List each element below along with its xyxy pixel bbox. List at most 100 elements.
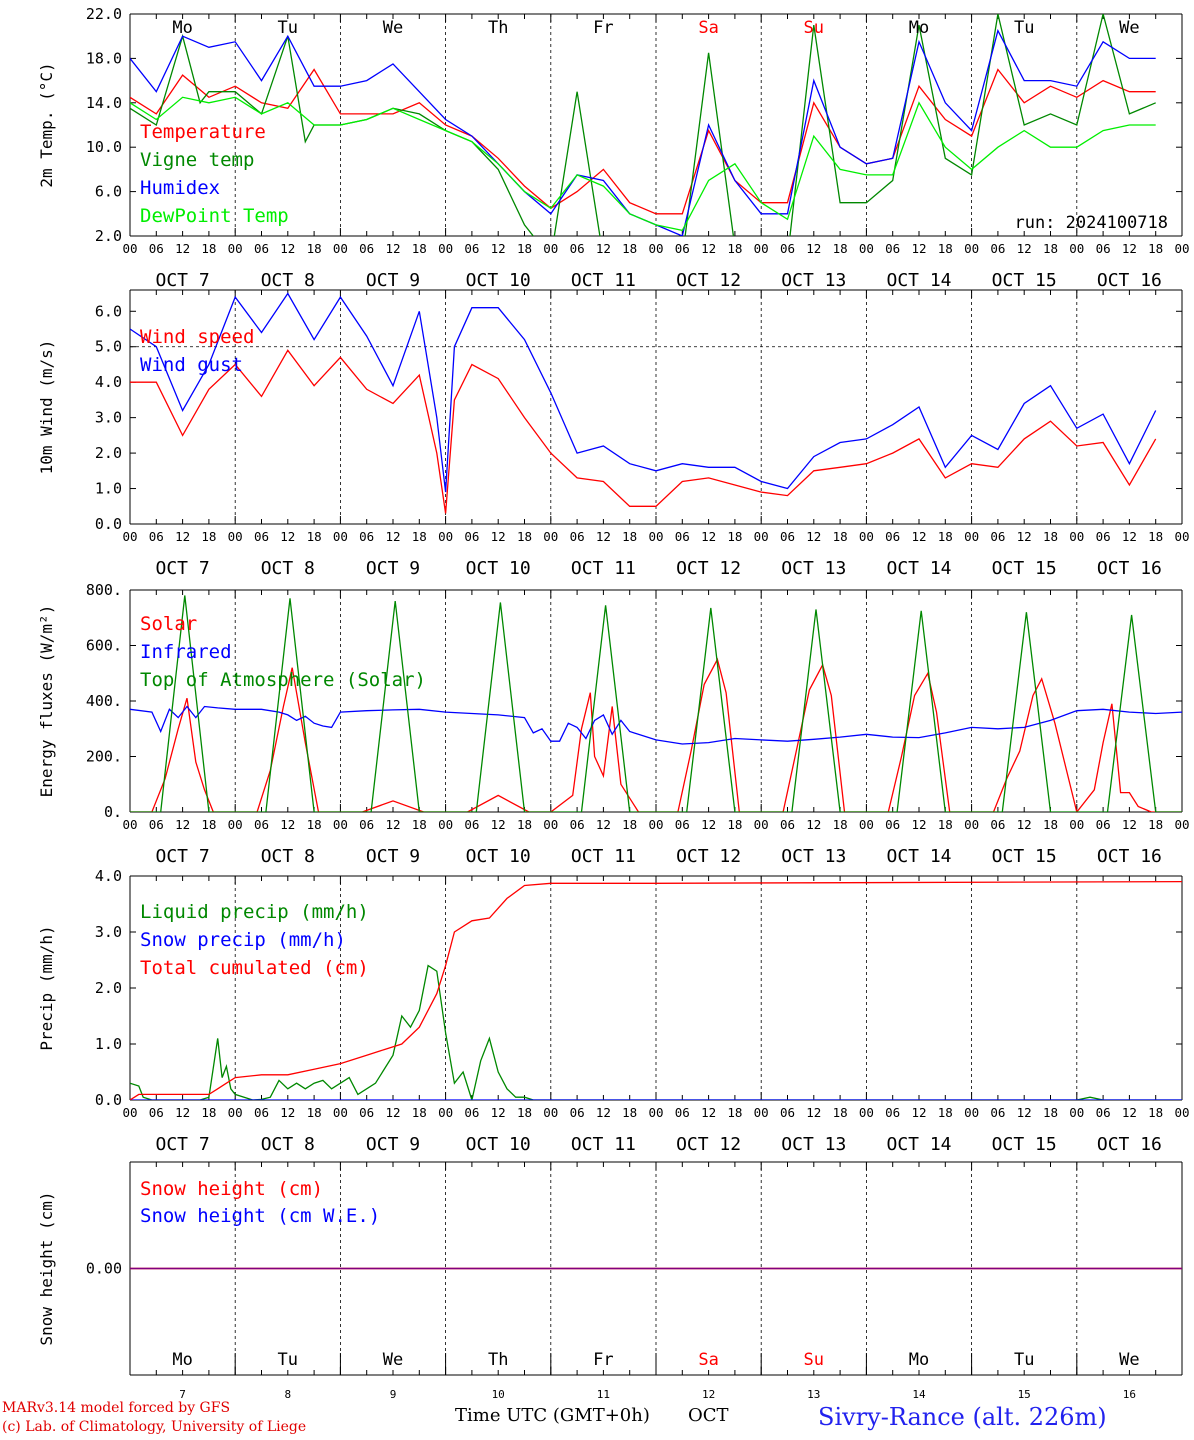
hour-label: 12: [1017, 241, 1032, 256]
y-tick-label: 4.0: [95, 867, 122, 885]
hour-label: 18: [938, 241, 953, 256]
series-line-vigne-temp: [130, 14, 1156, 236]
y-tick-label: 22.0: [86, 5, 122, 23]
legend-entry: Solar: [140, 613, 197, 635]
x-axis-month: OCT: [688, 1405, 729, 1426]
hour-label: 00: [122, 529, 137, 544]
hour-label: 12: [1122, 241, 1137, 256]
hour-label: 12: [806, 1105, 821, 1120]
date-label: OCT 9: [366, 270, 420, 291]
hour-label: 12: [175, 241, 190, 256]
day-number-label: 14: [912, 1388, 926, 1401]
hour-label: 18: [1043, 1105, 1058, 1120]
y-tick-label: 0.0: [95, 1091, 122, 1109]
hour-label: 00: [964, 817, 979, 832]
hour-label: 18: [307, 1105, 322, 1120]
y-tick-label: 600.: [86, 637, 122, 655]
series-line-total-cumulated-cm-: [130, 880, 1182, 1100]
hour-label: 06: [464, 529, 479, 544]
hour-label: 00: [333, 241, 348, 256]
hour-label: 06: [990, 529, 1005, 544]
hour-label: 12: [596, 1105, 611, 1120]
date-label: OCT 7: [156, 846, 210, 867]
date-label: OCT 12: [676, 270, 741, 291]
hour-label: 12: [1017, 817, 1032, 832]
hour-label: 00: [122, 1105, 137, 1120]
hour-label: 18: [1148, 817, 1163, 832]
hour-label: 12: [806, 817, 821, 832]
series-group: [130, 292, 1157, 514]
hour-label: 12: [491, 241, 506, 256]
hour-label: 00: [438, 817, 453, 832]
day-label: Mo: [909, 18, 929, 38]
y-tick-label: 14.0: [86, 94, 122, 112]
footer-model: MARv3.14 model forced by GFS: [2, 1400, 231, 1416]
hour-label: 00: [1174, 817, 1189, 832]
hour-label: 06: [570, 529, 585, 544]
hour-label: 18: [1043, 817, 1058, 832]
hour-label: 18: [307, 241, 322, 256]
hour-label: 12: [175, 529, 190, 544]
date-label: OCT 12: [676, 846, 741, 867]
hour-label: 00: [754, 529, 769, 544]
date-label: OCT 11: [571, 270, 636, 291]
y-tick-label: 0.: [104, 803, 122, 821]
hour-label: 06: [780, 529, 795, 544]
hour-label: 06: [780, 241, 795, 256]
day-label: Su: [804, 18, 824, 38]
footer-copyright: (c) Lab. of Climatology, University of L…: [2, 1419, 307, 1435]
day-label: We: [1119, 1350, 1139, 1370]
day-label: Th: [488, 1350, 508, 1370]
hour-label: 00: [859, 1105, 874, 1120]
legend-entry: Infrared: [140, 641, 232, 663]
hour-label: 06: [780, 817, 795, 832]
hour-label: 18: [201, 817, 216, 832]
hour-label: 00: [543, 1105, 558, 1120]
hour-label: 06: [254, 1105, 269, 1120]
legend-entry: Liquid precip (mm/h): [140, 901, 369, 923]
hour-label: 18: [727, 241, 742, 256]
hour-label: 00: [964, 1105, 979, 1120]
series-line-temperature: [130, 68, 1156, 215]
hour-label: 06: [675, 817, 690, 832]
hour-label: 00: [859, 529, 874, 544]
hour-label: 00: [333, 817, 348, 832]
series-group: [130, 880, 1182, 1100]
day-label: Sa: [698, 18, 718, 38]
date-label: OCT 13: [781, 270, 846, 291]
hour-label: 06: [885, 241, 900, 256]
y-tick-label: 200.: [86, 748, 122, 766]
hour-label: 06: [990, 241, 1005, 256]
hour-label: 00: [1069, 1105, 1084, 1120]
hour-label: 18: [622, 817, 637, 832]
hour-label: 06: [149, 817, 164, 832]
hour-label: 12: [701, 241, 716, 256]
hour-label: 00: [648, 817, 663, 832]
hour-label: 00: [543, 529, 558, 544]
hour-label: 12: [806, 241, 821, 256]
hour-label: 12: [491, 529, 506, 544]
hour-label: 00: [964, 241, 979, 256]
hour-label: 12: [806, 529, 821, 544]
date-label: OCT 8: [261, 1134, 315, 1155]
day-number-label: 13: [807, 1388, 820, 1401]
hour-label: 00: [648, 241, 663, 256]
hour-label: 18: [201, 241, 216, 256]
hour-label: 12: [1017, 529, 1032, 544]
hour-label: 00: [228, 817, 243, 832]
hour-label: 18: [412, 817, 427, 832]
y-tick-label: 18.0: [86, 49, 122, 67]
hour-label: 12: [701, 1105, 716, 1120]
legend-entry: Total cumulated (cm): [140, 957, 369, 979]
hour-label: 12: [701, 817, 716, 832]
hour-label: 00: [438, 529, 453, 544]
day-label: Tu: [278, 18, 298, 38]
hour-label: 18: [412, 529, 427, 544]
hour-label: 18: [1148, 1105, 1163, 1120]
legend-entry: Wind speed: [140, 326, 254, 348]
date-label: OCT 7: [156, 558, 210, 579]
day-label: We: [383, 1350, 403, 1370]
hour-label: 06: [1096, 817, 1111, 832]
hour-label: 00: [333, 529, 348, 544]
hour-label: 18: [833, 1105, 848, 1120]
